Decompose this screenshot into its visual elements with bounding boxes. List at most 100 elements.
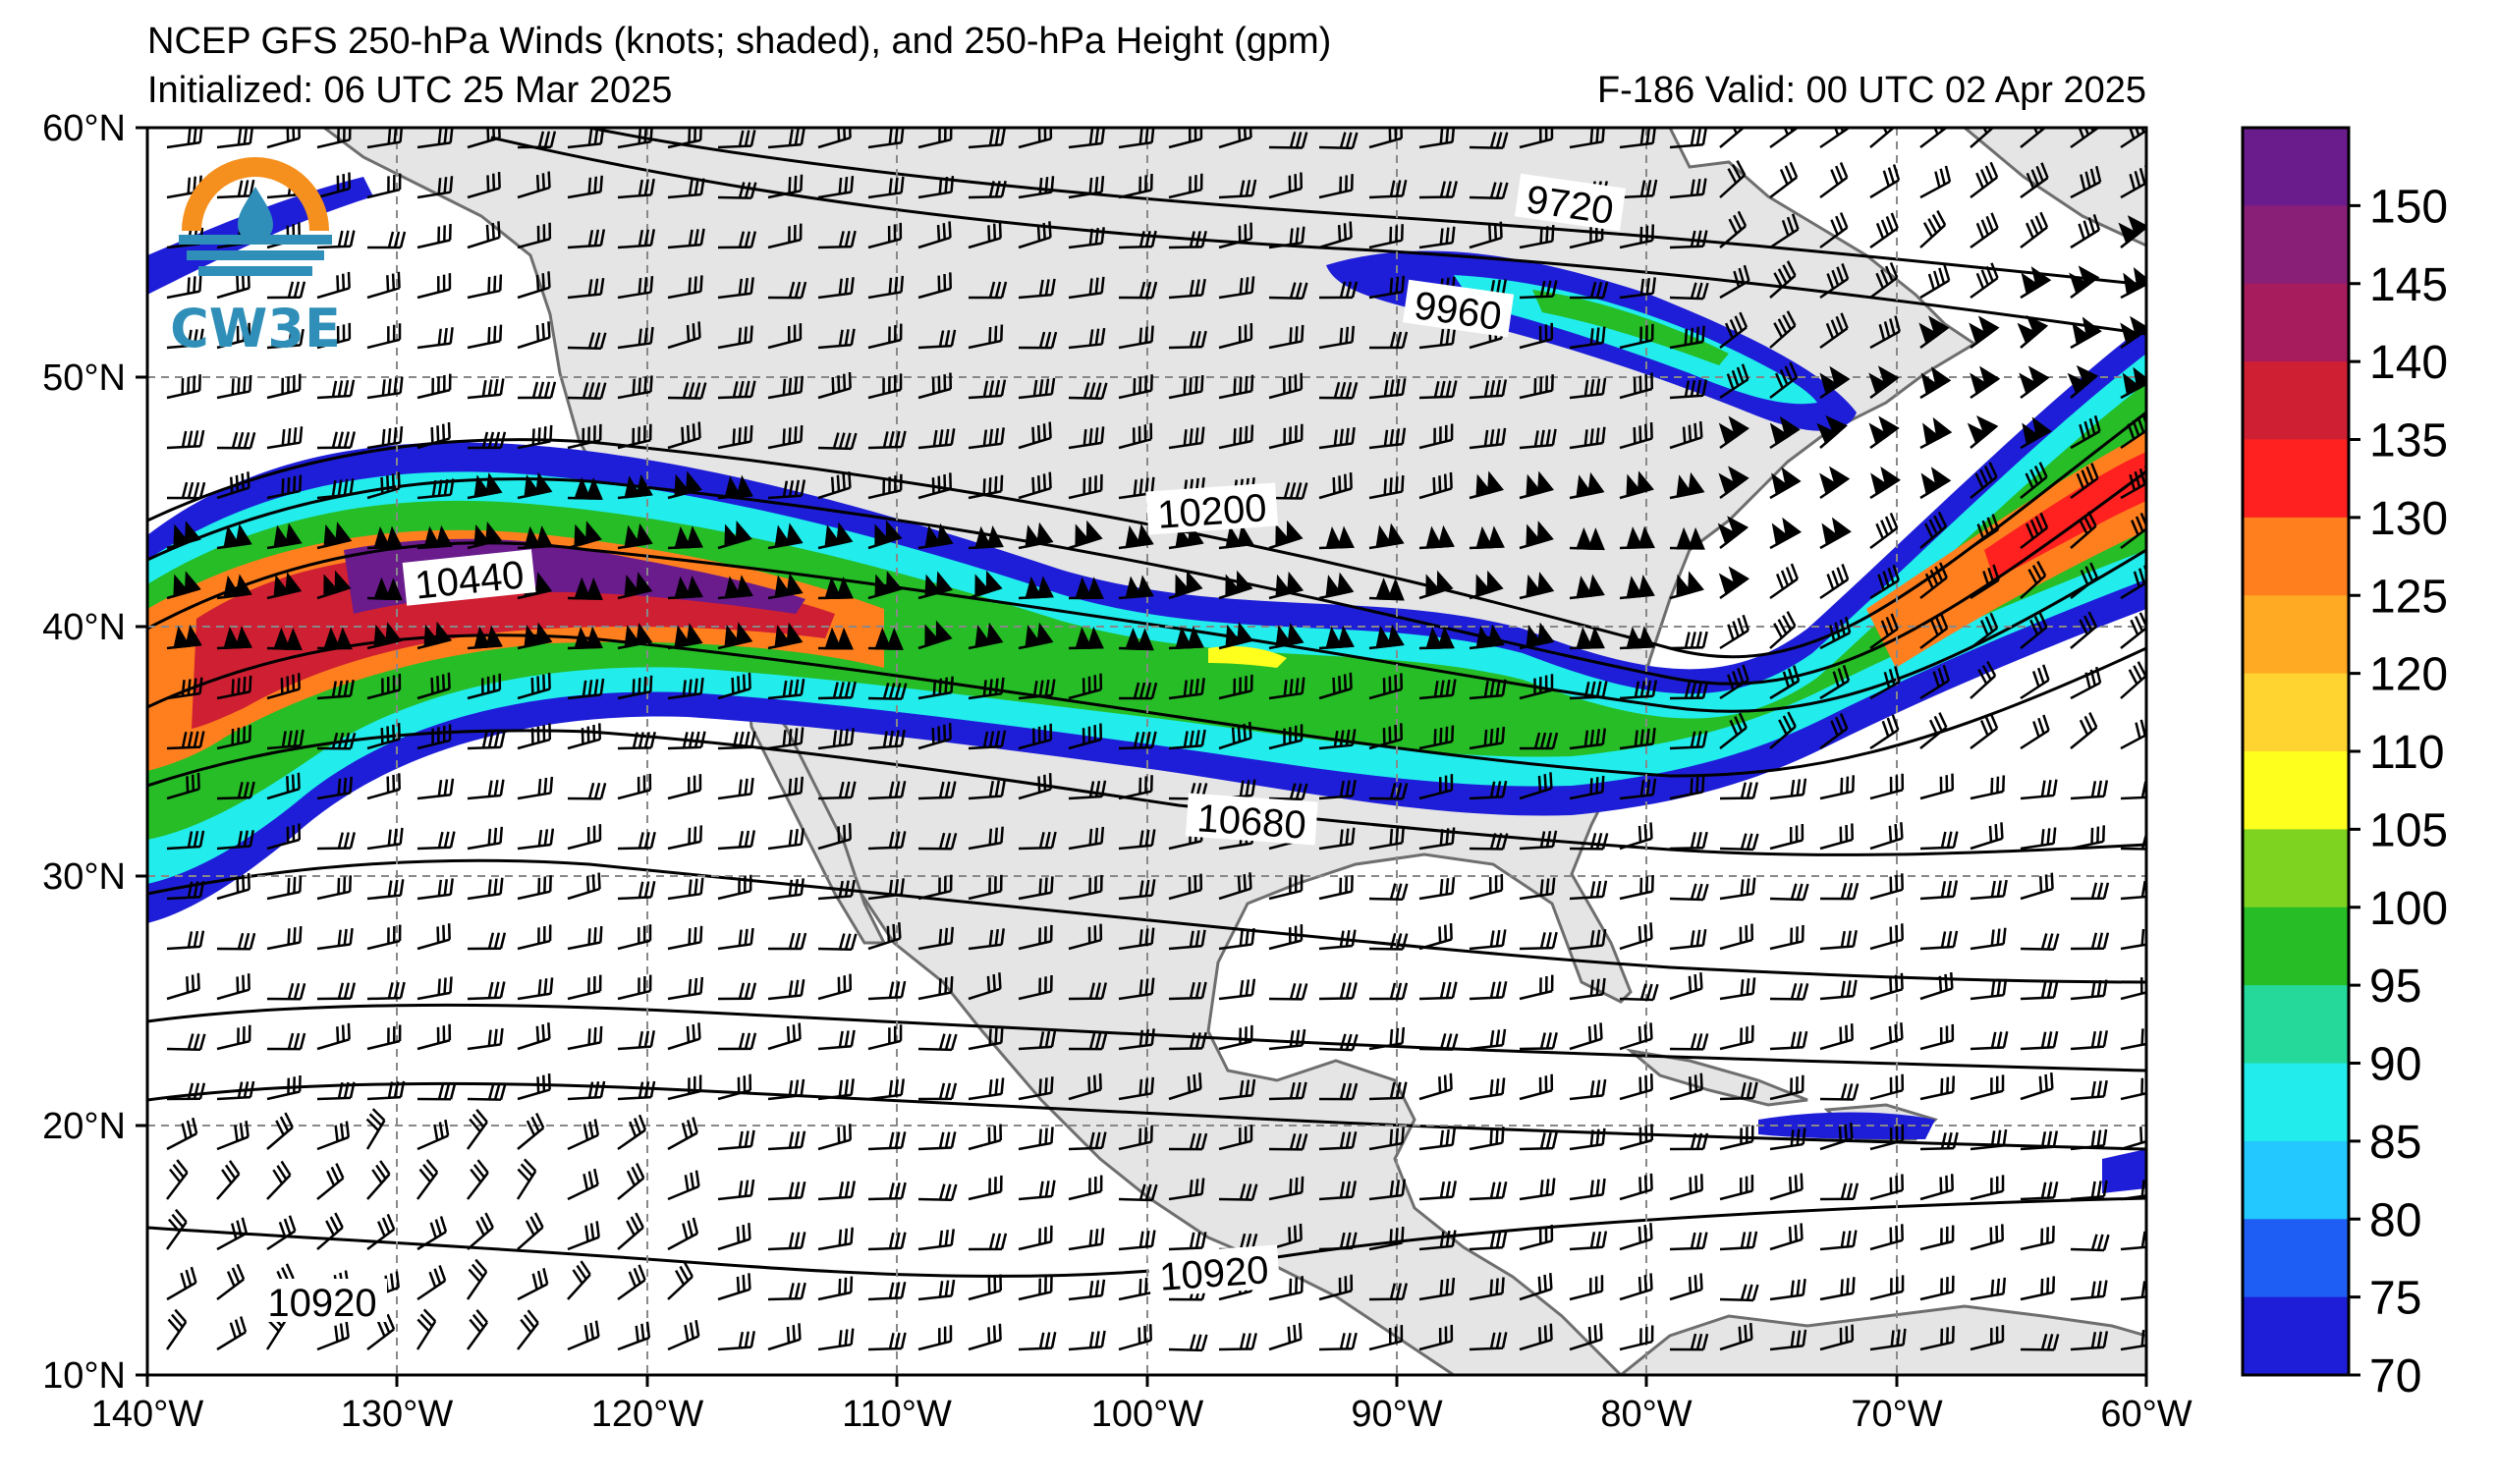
- wind-barb: [467, 625, 503, 650]
- wind-barb: [1769, 982, 1809, 1001]
- wind-barb: [1769, 517, 1803, 550]
- contour-label-10200: 10200: [1156, 486, 1268, 537]
- wind-barb: [316, 478, 355, 500]
- wind-barb: [1519, 1323, 1553, 1351]
- wind-barb: [1619, 525, 1655, 550]
- wind-barb: [1669, 420, 1703, 450]
- wind-barb: [1669, 929, 1707, 951]
- wind-barb: [1218, 978, 1256, 1001]
- wind-barb: [1719, 1284, 1759, 1302]
- wind-barb: [767, 128, 805, 149]
- colorbar-label: 95: [2369, 961, 2421, 1013]
- wind-barb: [2020, 827, 2057, 851]
- wind-barb: [767, 375, 804, 400]
- wind-barb: [767, 1232, 806, 1251]
- wind-barb: [1068, 426, 1105, 450]
- colorbar-label: 105: [2369, 804, 2448, 856]
- wind-barb: [266, 875, 303, 901]
- wind-barb: [717, 1073, 752, 1101]
- wind-barb: [617, 622, 653, 650]
- contour-labels: 9720 9960 10200 10440 10680 10920: [257, 173, 1627, 1325]
- wind-barb: [968, 1323, 1002, 1351]
- wind-barb: [1218, 721, 1252, 750]
- wind-barb: [1569, 1323, 1603, 1351]
- wind-barb: [1519, 931, 1558, 951]
- wind-barb: [2070, 666, 2102, 700]
- wind-barb: [917, 781, 957, 800]
- wind-barb: [1819, 1277, 1856, 1301]
- wind-barb: [717, 1129, 755, 1151]
- wind-barb: [1469, 379, 1508, 400]
- wind-barb: [1469, 1277, 1505, 1301]
- wind-barb: [316, 927, 354, 951]
- wind-barb: [1018, 522, 1054, 550]
- wind-barb: [2070, 463, 2099, 500]
- wind-barb: [366, 879, 405, 901]
- wind-barb: [1218, 1125, 1253, 1151]
- wind-barb: [1118, 731, 1157, 750]
- wind-barb: [1819, 162, 1849, 199]
- wind-barb: [517, 1268, 549, 1301]
- wind-barb: [266, 1215, 297, 1251]
- jet-atlantic-blue: [2102, 1149, 2146, 1193]
- wind-barb: [1318, 1232, 1358, 1251]
- wind-barb: [1919, 264, 1951, 300]
- wind-barb: [416, 327, 454, 350]
- wind-barb: [366, 525, 403, 550]
- wind-barb: [1118, 374, 1153, 400]
- wind-barb: [1718, 466, 1749, 500]
- wind-barb: [917, 926, 955, 951]
- wind-barb: [617, 178, 655, 199]
- wind-barb: [817, 176, 855, 199]
- wind-barb: [1919, 562, 1948, 599]
- wind-barb: [1669, 1174, 1703, 1201]
- colorbar-ticks: 150 145 140 135 130 125 120 110 105 100 95 90 85 80 75…: [2349, 181, 2448, 1402]
- wind-barb: [1970, 462, 1998, 499]
- wind-barb: [567, 476, 603, 500]
- wind-barb: [1018, 1180, 1056, 1201]
- wind-barb: [316, 1022, 351, 1051]
- wind-barb: [1168, 626, 1204, 650]
- wind-barb: [1769, 611, 1797, 649]
- wind-barb: [867, 878, 905, 901]
- wind-barb: [1769, 361, 1799, 399]
- wind-barb: [1819, 1083, 1860, 1101]
- wind-barb: [1418, 380, 1458, 400]
- wind-barb: [1819, 775, 1856, 800]
- wind-barb: [1519, 1178, 1556, 1201]
- wind-barb: [1970, 262, 1999, 300]
- wind-barb: [1418, 1033, 1459, 1051]
- wind-barb: [717, 672, 751, 700]
- wind-barb: [1919, 773, 1955, 800]
- wind-barb: [1068, 626, 1104, 650]
- wind-barb: [316, 832, 356, 851]
- wind-barb: [1469, 833, 1509, 851]
- wind-barb: [617, 731, 656, 750]
- wind-barb: [517, 222, 552, 249]
- wind-barb: [717, 982, 757, 1001]
- wind-barb: [1869, 1073, 1905, 1101]
- wind-barb: [1869, 128, 1897, 148]
- wind-barb: [1118, 1183, 1158, 1202]
- colorbar-label: 125: [2369, 571, 2448, 623]
- wind-barb: [567, 626, 603, 650]
- wind-barb: [1719, 1231, 1758, 1251]
- wind-barb: [2120, 880, 2146, 901]
- wind-barb: [416, 724, 452, 750]
- lat-label: 40°N: [42, 607, 126, 648]
- wind-barbs: [165, 128, 2146, 1352]
- wind-barb: [1719, 363, 1749, 400]
- wind-barb: [2020, 612, 2048, 649]
- wind-barb: [1819, 616, 1852, 650]
- wind-barb: [166, 429, 205, 450]
- wind-barb: [1318, 929, 1357, 951]
- wind-barb: [266, 328, 305, 350]
- wind-barb: [1218, 1078, 1256, 1101]
- colorbar-swatch: [2243, 673, 2349, 752]
- wind-barb: [817, 577, 854, 600]
- wind-barb: [366, 827, 404, 851]
- wind-barb: [1819, 882, 1860, 901]
- wind-barb: [1619, 727, 1656, 750]
- wind-barb: [517, 1022, 551, 1051]
- wind-barb: [1970, 1325, 2005, 1351]
